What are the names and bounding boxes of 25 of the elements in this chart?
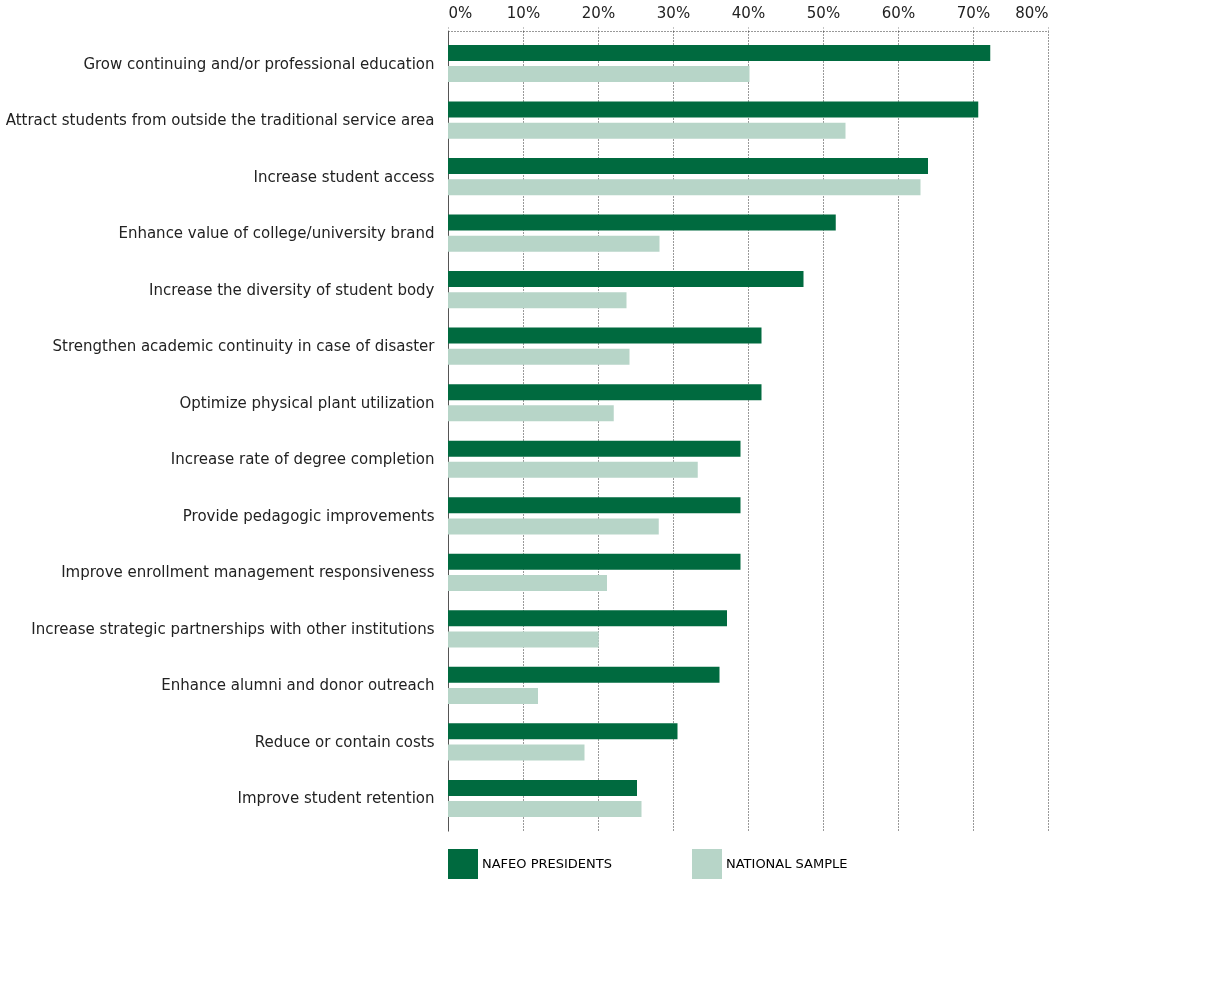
y-tick-label: Reduce or contain costs	[254, 732, 435, 751]
y-tick-label: Enhance value of college/university brand	[118, 224, 435, 243]
legend-label: NATIONAL SAMPLE	[726, 856, 848, 871]
legend-label: NAFEO PRESIDENTS	[482, 856, 612, 871]
y-tick-label: Grow continuing and/or professional education	[83, 54, 435, 73]
x-tick-label: 60%	[881, 3, 916, 22]
x-tick-label: 0%	[448, 3, 473, 22]
y-tick-label: Provide pedagogic improvements	[182, 506, 435, 525]
y-tick-label: Increase rate of degree completion	[170, 450, 435, 469]
x-tick-label: 50%	[806, 3, 841, 22]
y-tick-label: Strengthen academic continuity in case of disaster	[52, 337, 436, 356]
x-tick-label: 20%	[581, 3, 616, 22]
y-tick-label: Improve enrollment management responsiveness	[61, 563, 435, 582]
y-tick-label: Attract students from outside the traditional service area	[5, 111, 435, 130]
y-tick-label: Increase the diversity of student body	[148, 280, 435, 299]
x-tick-label: 70%	[956, 3, 991, 22]
y-tick-label: Improve student retention	[237, 789, 435, 808]
x-tick-label: 30%	[656, 3, 691, 22]
y-tick-label: Optimize physical plant utilization	[179, 393, 435, 412]
x-tick-label: 10%	[506, 3, 541, 22]
y-tick-label: Increase strategic partnerships with other institutions	[31, 619, 435, 638]
x-tick-label: 80%	[1015, 3, 1049, 22]
y-tick-label: Enhance alumni and donor outreach	[161, 676, 435, 695]
y-tick-label: Increase student access	[253, 167, 435, 186]
x-tick-label: 40%	[731, 3, 766, 22]
